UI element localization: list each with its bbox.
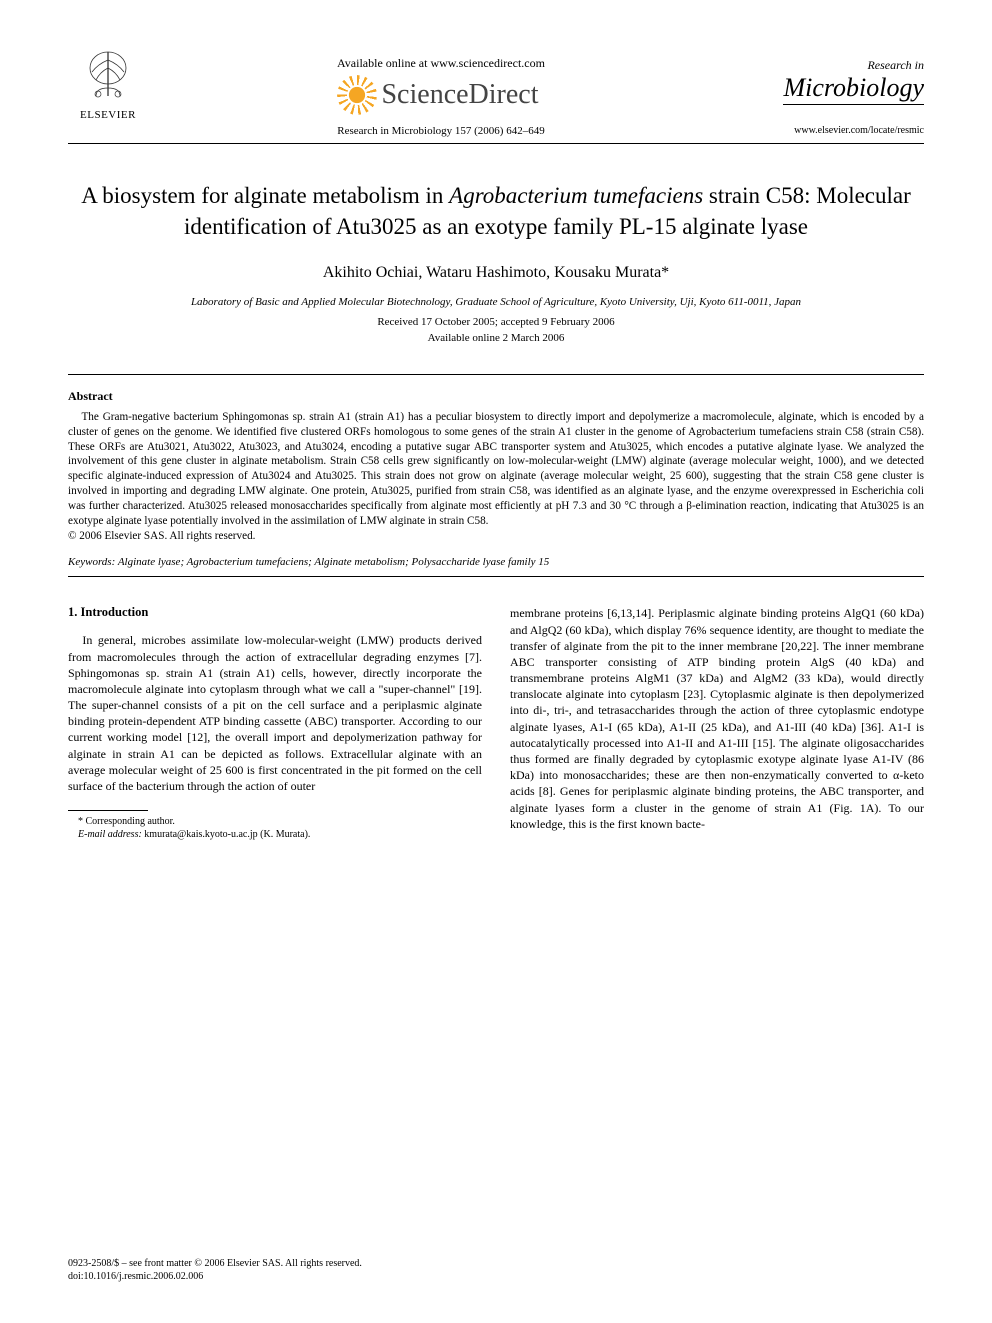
column-2-content: membrane proteins [6,13,14]. Periplasmic…	[510, 605, 924, 832]
separator-below-keywords	[68, 576, 924, 577]
abstract-copyright: © 2006 Elsevier SAS. All rights reserved…	[68, 530, 924, 542]
sciencedirect-logo: ScienceDirect	[343, 79, 538, 111]
body-two-column: 1. Introduction In general, microbes ass…	[68, 605, 924, 841]
received-accepted-dates: Received 17 October 2005; accepted 9 Feb…	[68, 316, 924, 328]
journal-research-in: Research in	[867, 58, 924, 72]
intro-paragraph-col1: In general, microbes assimilate low-mole…	[68, 632, 482, 794]
keywords-label: Keywords:	[68, 556, 115, 568]
available-online-date: Available online 2 March 2006	[68, 332, 924, 344]
footer-doi: doi:10.1016/j.resmic.2006.02.006	[68, 1270, 924, 1283]
footnote-separator	[68, 810, 148, 811]
column-1-content: 1. Introduction In general, microbes ass…	[68, 605, 482, 841]
footer-front-matter: 0923-2508/$ – see front matter © 2006 El…	[68, 1257, 924, 1270]
authors-line: Akihito Ochiai, Wataru Hashimoto, Kousak…	[68, 264, 924, 282]
abstract-heading: Abstract	[68, 389, 924, 404]
footnote-email: E-mail address: kmurata@kais.kyoto-u.ac.…	[68, 828, 482, 841]
elsevier-logo: ELSEVIER	[68, 48, 148, 121]
journal-name: Microbiology	[783, 73, 924, 102]
keywords-text: Alginate lyase; Agrobacterium tumefacien…	[115, 556, 549, 568]
page-header: ELSEVIER Available online at www.science…	[68, 48, 924, 144]
journal-title: Research in Microbiology	[783, 54, 924, 105]
journal-url: www.elsevier.com/locate/resmic	[734, 125, 924, 136]
article-title: A biosystem for alginate metabolism in A…	[78, 180, 914, 242]
separator-above-abstract	[68, 374, 924, 375]
page-footer: 0923-2508/$ – see front matter © 2006 El…	[68, 1257, 924, 1283]
affiliation-line: Laboratory of Basic and Applied Molecula…	[68, 296, 924, 308]
footnote-corresponding: * Corresponding author.	[68, 815, 482, 828]
abstract-text: The Gram-negative bacterium Sphingomonas…	[68, 410, 924, 528]
title-italic-species: Agrobacterium tumefaciens	[449, 183, 703, 208]
journal-reference-line: Research in Microbiology 157 (2006) 642–…	[148, 125, 734, 137]
available-online-text: Available online at www.sciencedirect.co…	[148, 56, 734, 71]
center-header: Available online at www.sciencedirect.co…	[148, 48, 734, 137]
sciencedirect-burst-icon	[343, 81, 371, 109]
sciencedirect-text: ScienceDirect	[381, 79, 538, 111]
journal-branding: Research in Microbiology www.elsevier.co…	[734, 48, 924, 136]
footnote-email-value: kmurata@kais.kyoto-u.ac.jp (K. Murata).	[142, 829, 311, 840]
intro-paragraph-col2: membrane proteins [6,13,14]. Periplasmic…	[510, 605, 924, 832]
keywords-line: Keywords: Alginate lyase; Agrobacterium …	[68, 556, 924, 568]
section-heading-introduction: 1. Introduction	[68, 605, 482, 620]
elsevier-tree-icon	[68, 48, 148, 107]
footnote-email-label: E-mail address:	[78, 829, 142, 840]
title-part1: A biosystem for alginate metabolism in	[81, 183, 449, 208]
elsevier-label: ELSEVIER	[68, 109, 148, 121]
